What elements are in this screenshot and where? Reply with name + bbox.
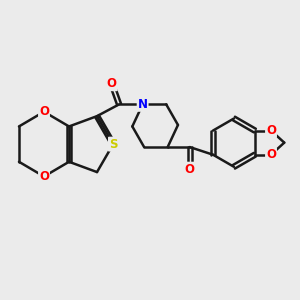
Text: S: S bbox=[109, 138, 117, 151]
Text: O: O bbox=[266, 148, 276, 161]
Text: O: O bbox=[39, 105, 49, 118]
Text: O: O bbox=[39, 170, 49, 183]
Text: O: O bbox=[107, 77, 117, 90]
Text: N: N bbox=[138, 98, 148, 111]
Text: O: O bbox=[185, 163, 195, 176]
Text: O: O bbox=[266, 124, 276, 137]
